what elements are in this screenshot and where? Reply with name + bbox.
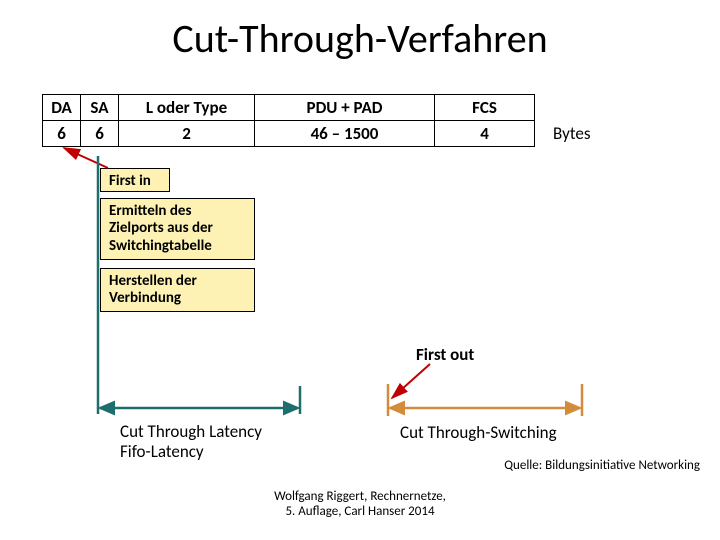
ct-switching-label: Cut Through-Switching (400, 422, 557, 443)
step-connect: Herstellen der Verbindung (100, 268, 255, 312)
unit-bytes: Bytes (535, 121, 615, 147)
hdr-da: DA (43, 95, 81, 121)
val-pdu: 46 – 1500 (255, 121, 435, 147)
latency-label: Cut Through Latency Fifo-Latency (120, 422, 262, 462)
footer-line2: 5. Auflage, Carl Hanser 2014 (285, 504, 434, 519)
latency-line1: Cut Through Latency (120, 421, 262, 442)
first-out-arrow (392, 364, 430, 398)
hdr-fcs: FCS (435, 95, 535, 121)
hdr-pdu: PDU + PAD (255, 95, 435, 121)
table-row: 6 6 2 46 – 1500 4 Bytes (43, 121, 615, 147)
footer-citation: Wolfgang Riggert, Rechnernetze, 5. Aufla… (0, 489, 720, 520)
val-lt: 2 (119, 121, 255, 147)
step-lookup: Ermitteln des Zielports aus der Switchin… (100, 198, 255, 260)
step-first-in: First in (100, 168, 170, 192)
hdr-lt: L oder Type (119, 95, 255, 121)
val-sa: 6 (81, 121, 119, 147)
first-in-arrow (64, 148, 108, 168)
val-fcs: 4 (435, 121, 535, 147)
hdr-empty (535, 95, 615, 121)
source-credit: Quelle: Bildungsinitiative Networking (504, 458, 700, 473)
hdr-sa: SA (81, 95, 119, 121)
first-out-label: First out (416, 344, 474, 365)
page-title: Cut-Through-Verfahren (0, 14, 720, 63)
table-row: DA SA L oder Type PDU + PAD FCS (43, 95, 615, 121)
latency-line2: Fifo-Latency (120, 441, 204, 462)
frame-structure-table: DA SA L oder Type PDU + PAD FCS 6 6 2 46… (42, 94, 615, 147)
val-da: 6 (43, 121, 81, 147)
footer-line1: Wolfgang Riggert, Rechnernetze, (274, 489, 446, 504)
